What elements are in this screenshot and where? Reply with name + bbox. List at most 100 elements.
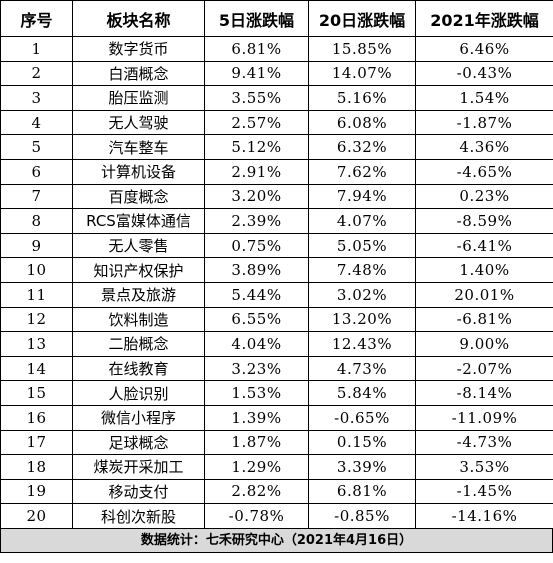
2021-change-cell[interactable]: -4.73%	[415, 429, 553, 456]
header-rank[interactable]: 序号	[0, 0, 73, 37]
rank-cell[interactable]: 14	[0, 355, 73, 382]
5day-change-cell[interactable]: 2.39%	[204, 208, 309, 234]
5day-change-cell[interactable]: 0.75%	[204, 232, 309, 259]
sector-name-cell[interactable]: 景点及旅游	[72, 281, 205, 308]
5day-change-cell[interactable]: 4.04%	[204, 331, 309, 357]
2021-change-cell[interactable]: 0.23%	[415, 183, 553, 210]
rank-cell[interactable]: 4	[0, 109, 73, 136]
20day-change-cell[interactable]: -0.85%	[308, 503, 416, 529]
rank-cell[interactable]: 13	[0, 331, 73, 357]
rank-cell[interactable]: 5	[0, 134, 73, 160]
5day-change-cell[interactable]: 6.55%	[204, 306, 309, 333]
sector-name-cell[interactable]: 移动支付	[72, 478, 205, 505]
rank-cell[interactable]: 11	[0, 281, 73, 308]
sector-name-cell[interactable]: 计算机设备	[72, 158, 205, 185]
5day-change-cell[interactable]: 1.29%	[204, 454, 309, 480]
5day-change-cell[interactable]: 2.57%	[204, 109, 309, 136]
rank-cell[interactable]: 7	[0, 183, 73, 210]
rank-cell[interactable]: 19	[0, 478, 73, 505]
2021-change-cell[interactable]: 20.01%	[415, 281, 553, 308]
rank-cell[interactable]: 3	[0, 85, 73, 111]
sector-name-cell[interactable]: 二胎概念	[72, 331, 205, 357]
rank-cell[interactable]: 18	[0, 454, 73, 480]
20day-change-cell[interactable]: 3.02%	[308, 281, 416, 308]
5day-change-cell[interactable]: 3.89%	[204, 257, 309, 283]
sector-name-cell[interactable]: 无人零售	[72, 232, 205, 259]
20day-change-cell[interactable]: 12.43%	[308, 331, 416, 357]
sector-name-cell[interactable]: 人脸识别	[72, 380, 205, 406]
20day-change-cell[interactable]: 4.07%	[308, 208, 416, 234]
5day-change-cell[interactable]: -0.78%	[204, 503, 309, 529]
rank-cell[interactable]: 9	[0, 232, 73, 259]
5day-change-cell[interactable]: 5.12%	[204, 134, 309, 160]
5day-change-cell[interactable]: 3.55%	[204, 85, 309, 111]
rank-cell[interactable]: 17	[0, 429, 73, 456]
rank-cell[interactable]: 15	[0, 380, 73, 406]
rank-cell[interactable]: 2	[0, 60, 73, 87]
2021-change-cell[interactable]: -6.81%	[415, 306, 553, 333]
20day-change-cell[interactable]: 5.84%	[308, 380, 416, 406]
20day-change-cell[interactable]: 14.07%	[308, 60, 416, 87]
2021-change-cell[interactable]: -2.07%	[415, 355, 553, 382]
rank-cell[interactable]: 1	[0, 36, 73, 62]
header-20day-change[interactable]: 20日涨跌幅	[308, 0, 416, 37]
5day-change-cell[interactable]: 1.53%	[204, 380, 309, 406]
5day-change-cell[interactable]: 3.23%	[204, 355, 309, 382]
20day-change-cell[interactable]: 6.08%	[308, 109, 416, 136]
20day-change-cell[interactable]: 0.15%	[308, 429, 416, 456]
2021-change-cell[interactable]: -4.65%	[415, 158, 553, 185]
20day-change-cell[interactable]: 7.62%	[308, 158, 416, 185]
2021-change-cell[interactable]: -1.87%	[415, 109, 553, 136]
sector-name-cell[interactable]: 白酒概念	[72, 60, 205, 87]
20day-change-cell[interactable]: 5.05%	[308, 232, 416, 259]
20day-change-cell[interactable]: 3.39%	[308, 454, 416, 480]
sector-name-cell[interactable]: 科创次新股	[72, 503, 205, 529]
20day-change-cell[interactable]: 15.85%	[308, 36, 416, 62]
5day-change-cell[interactable]: 3.20%	[204, 183, 309, 210]
5day-change-cell[interactable]: 1.39%	[204, 404, 309, 431]
20day-change-cell[interactable]: 7.48%	[308, 257, 416, 283]
5day-change-cell[interactable]: 2.91%	[204, 158, 309, 185]
header-sector-name[interactable]: 板块名称	[72, 0, 205, 37]
2021-change-cell[interactable]: -14.16%	[415, 503, 553, 529]
sector-name-cell[interactable]: 饮料制造	[72, 306, 205, 333]
20day-change-cell[interactable]: 4.73%	[308, 355, 416, 382]
2021-change-cell[interactable]: -8.59%	[415, 208, 553, 234]
5day-change-cell[interactable]: 1.87%	[204, 429, 309, 456]
2021-change-cell[interactable]: 4.36%	[415, 134, 553, 160]
20day-change-cell[interactable]: 6.32%	[308, 134, 416, 160]
sector-name-cell[interactable]: 知识产权保护	[72, 257, 205, 283]
20day-change-cell[interactable]: 13.20%	[308, 306, 416, 333]
sector-name-cell[interactable]: 无人驾驶	[72, 109, 205, 136]
sector-name-cell[interactable]: 在线教育	[72, 355, 205, 382]
2021-change-cell[interactable]: 3.53%	[415, 454, 553, 480]
5day-change-cell[interactable]: 9.41%	[204, 60, 309, 87]
rank-cell[interactable]: 20	[0, 503, 73, 529]
2021-change-cell[interactable]: -11.09%	[415, 404, 553, 431]
5day-change-cell[interactable]: 2.82%	[204, 478, 309, 505]
20day-change-cell[interactable]: 7.94%	[308, 183, 416, 210]
2021-change-cell[interactable]: 1.40%	[415, 257, 553, 283]
2021-change-cell[interactable]: -1.45%	[415, 478, 553, 505]
header-2021-change[interactable]: 2021年涨跌幅	[415, 0, 553, 37]
sector-name-cell[interactable]: RCS富媒体通信	[72, 208, 205, 234]
2021-change-cell[interactable]: -0.43%	[415, 60, 553, 87]
sector-name-cell[interactable]: 煤炭开采加工	[72, 454, 205, 480]
5day-change-cell[interactable]: 5.44%	[204, 281, 309, 308]
2021-change-cell[interactable]: -6.41%	[415, 232, 553, 259]
5day-change-cell[interactable]: 6.81%	[204, 36, 309, 62]
rank-cell[interactable]: 8	[0, 208, 73, 234]
20day-change-cell[interactable]: 6.81%	[308, 478, 416, 505]
header-5day-change[interactable]: 5日涨跌幅	[204, 0, 309, 37]
20day-change-cell[interactable]: -0.65%	[308, 404, 416, 431]
sector-name-cell[interactable]: 足球概念	[72, 429, 205, 456]
2021-change-cell[interactable]: 1.54%	[415, 85, 553, 111]
rank-cell[interactable]: 12	[0, 306, 73, 333]
20day-change-cell[interactable]: 5.16%	[308, 85, 416, 111]
rank-cell[interactable]: 6	[0, 158, 73, 185]
sector-name-cell[interactable]: 胎压监测	[72, 85, 205, 111]
rank-cell[interactable]: 16	[0, 404, 73, 431]
rank-cell[interactable]: 10	[0, 257, 73, 283]
sector-name-cell[interactable]: 百度概念	[72, 183, 205, 210]
sector-name-cell[interactable]: 汽车整车	[72, 134, 205, 160]
